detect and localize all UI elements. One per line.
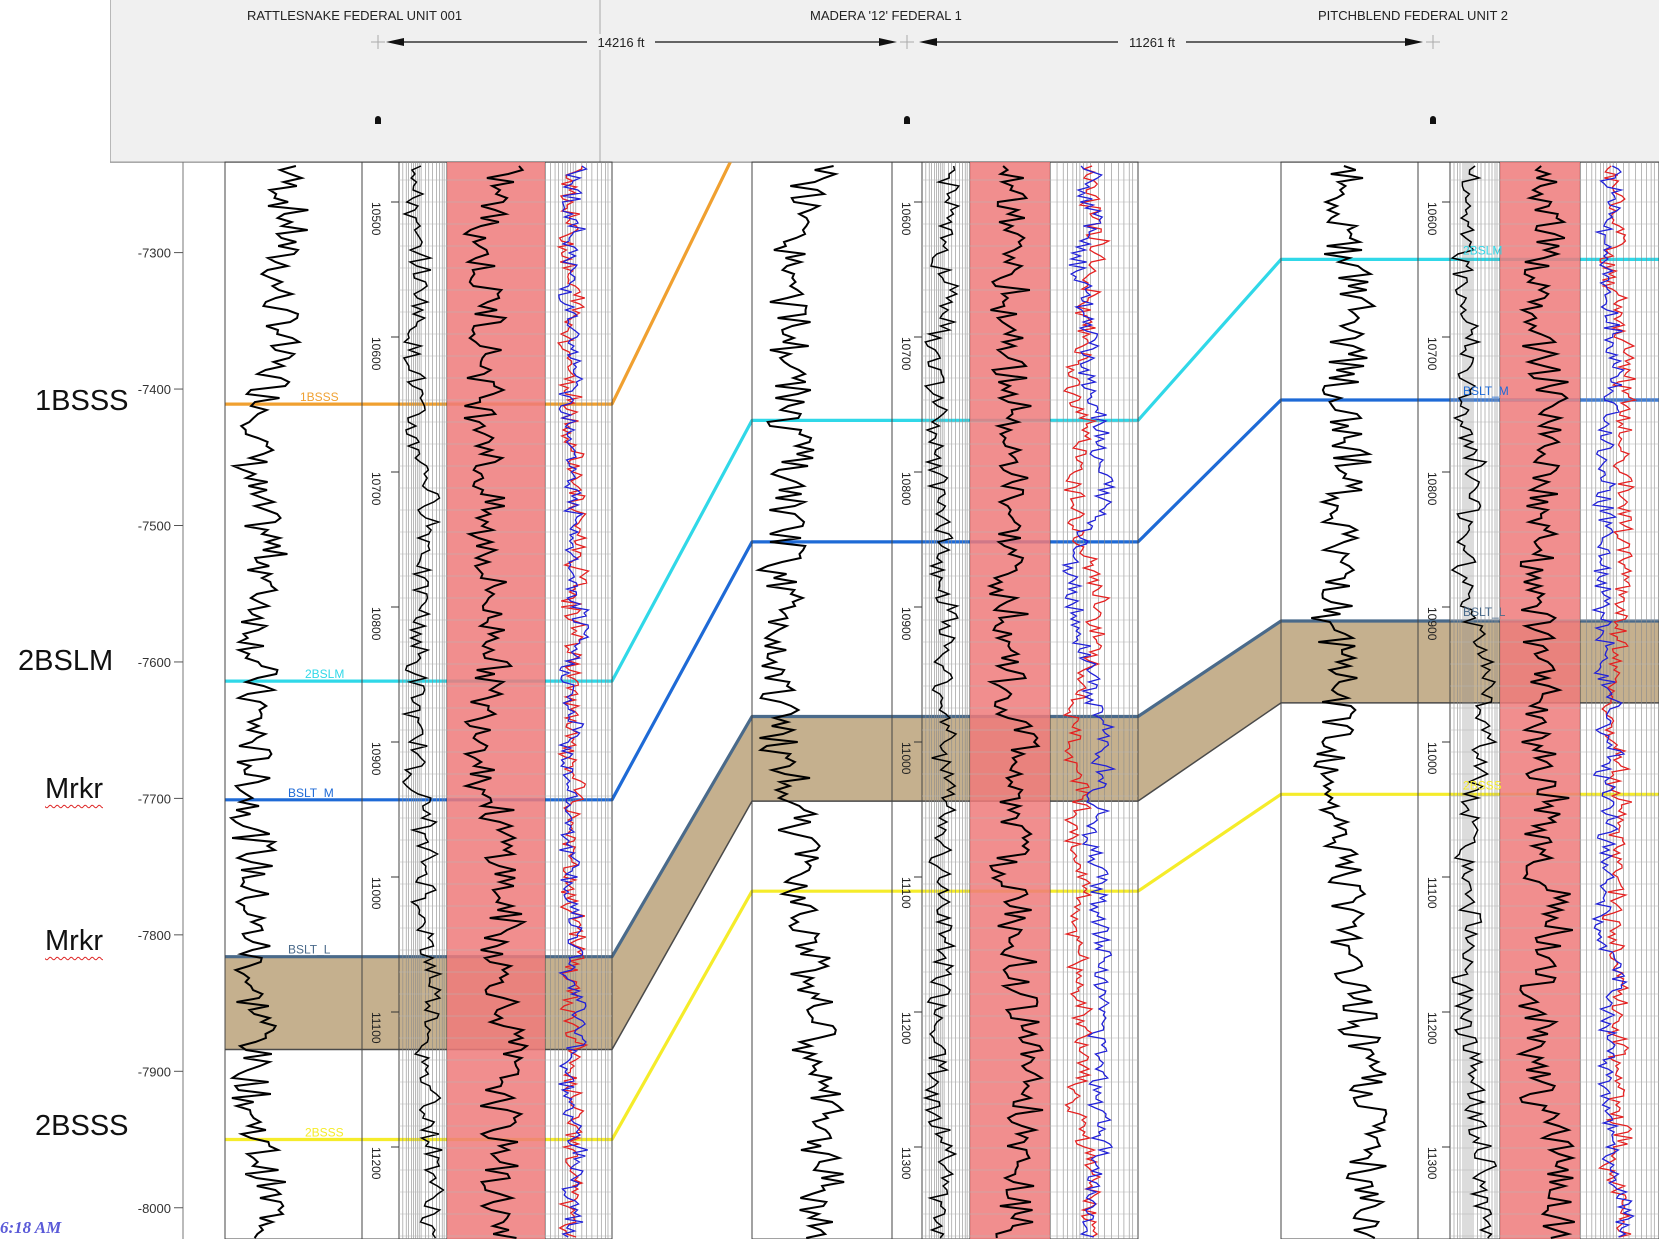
md-label-3-w2: 10900 [899,607,913,641]
spacing-arrow-left-1 [919,38,937,46]
md-label-2-w2: 10800 [899,472,913,506]
md-label-1-w3: 10700 [1425,337,1439,371]
well-lock-icon-2 [1430,116,1436,124]
well-lock-icon-0 [375,116,381,124]
md-label-2-w3: 10800 [1425,472,1439,506]
pick-label-5: 2BSLM [1463,243,1502,257]
formation-label-1bsss: 1BSSS [35,385,129,417]
well-track-3: 10600 10700 10800 10900 11000 11100 11200 11300 [1280,161,1659,1239]
md-label-0-w1: 10500 [369,202,383,236]
y-tick-label-4: -7700 [138,791,171,806]
md-label-7-w2: 11300 [899,1147,913,1180]
spacing-arrow-left-0 [386,38,404,46]
md-label-3-w1: 10800 [369,607,383,641]
track-frame-md-2 [891,161,923,1239]
formation-label-2bslm: 2BSLM [18,645,114,677]
gamma-ray-curve-w1 [228,165,309,1239]
spacing-label-bg-1 [1118,34,1186,50]
md-label-3-w3: 10900 [1425,607,1439,641]
md-label-1-w2: 10700 [899,337,913,371]
gamma-ray-curve-w3 [1311,165,1388,1239]
y-tick-label-2: -7500 [138,519,171,534]
spacing-arrow-right-1 [1405,38,1423,46]
y-tick-label-0: -7300 [138,246,171,261]
pick-label-3: BSLT_L [288,943,331,957]
horizon-bslt-l [225,619,1659,959]
well-header-panel [110,0,1659,163]
pay-shading-2 [970,162,1050,1239]
y-tick-label-3: -7600 [138,655,171,670]
pick-label-2: BSLT_M [288,786,334,800]
md-label-5-w1: 11000 [369,877,383,910]
resistivity-curve-w3 [1450,165,1498,1239]
track-frame-gr-1 [224,161,363,1239]
md-label-4-w1: 10900 [369,742,383,776]
spacing-label-0: 14216 ft [598,35,645,50]
sonic-curve-w3 [1515,165,1577,1239]
y-tick-label-5: -7800 [138,928,171,943]
sonic-curve-w2 [986,165,1045,1239]
md-label-5-w3: 11100 [1425,877,1439,909]
md-label-6-w2: 11200 [899,1012,913,1045]
well-track-2: 10600 10700 10800 10900 11000 11100 11200 11300 [751,161,1139,1239]
sonic-curve-w1 [461,165,530,1239]
pick-label-0: 1BSSS [300,390,339,404]
well-name-3: PITCHBLEND FEDERAL UNIT 2 [1318,8,1508,23]
density-curve-w1 [556,165,591,1238]
md-label-1-w1: 10600 [369,337,383,371]
pick-label-6: BSLT_M [1463,384,1509,398]
pick-label-4: 2BSSS [305,1126,344,1140]
md-label-4-w3: 11000 [1425,742,1439,775]
formation-label-mrkr-lower: Mrkr [45,925,103,957]
spacing-label-1: 11261 ft [1129,35,1175,50]
y-tick-label-7: -8000 [138,1201,171,1216]
formation-label-mrkr-upper: Mrkr [45,773,103,805]
well-lock-icon-1 [904,116,910,124]
spacing-label-bg-0 [587,34,655,50]
md-label-6-w3: 11200 [1425,1012,1439,1045]
neutron-curve-w2 [1061,165,1117,1238]
md-label-6-w1: 11100 [369,1012,383,1044]
pick-label-7: BSLT_L [1463,605,1506,619]
neutron-curve-w1 [557,165,591,1238]
neutron-curve-w3 [1591,165,1636,1238]
resistivity-curve-w2 [922,165,961,1239]
well-track-1: 10500 10600 10700 10800 10900 11000 11100 11200 [224,161,613,1239]
well-name-1: RATTLESNAKE FEDERAL UNIT 001 [247,8,463,23]
md-label-0-w3: 10600 [1425,202,1439,236]
resistivity-curve-w1 [401,165,445,1239]
md-label-7-w1: 11200 [369,1147,383,1180]
md-label-0-w2: 10600 [899,202,913,236]
y-tick-label-6: -7900 [138,1064,171,1079]
gamma-ray-curve-w2 [754,165,845,1239]
md-label-5-w2: 11100 [899,877,913,909]
density-curve-w2 [1062,165,1111,1238]
y-tick-label-1: -7400 [138,382,171,397]
md-label-7-w3: 11300 [1425,1147,1439,1180]
timestamp: 6:18 AM [0,1218,62,1237]
spacing-arrow-right-0 [879,38,897,46]
pay-shading-1 [447,162,545,1239]
md-label-4-w2: 11000 [899,742,913,775]
well-name-2: MADERA '12' FEDERAL 1 [810,8,962,23]
formation-label-2bsss: 2BSSS [35,1110,129,1142]
md-label-2-w1: 10700 [369,472,383,506]
pick-label-1: 2BSLM [305,667,344,681]
horizon-bslt-m [225,398,1659,802]
track-frame-md-1 [361,161,400,1239]
pick-label-8: 2BSSS [1463,778,1502,792]
